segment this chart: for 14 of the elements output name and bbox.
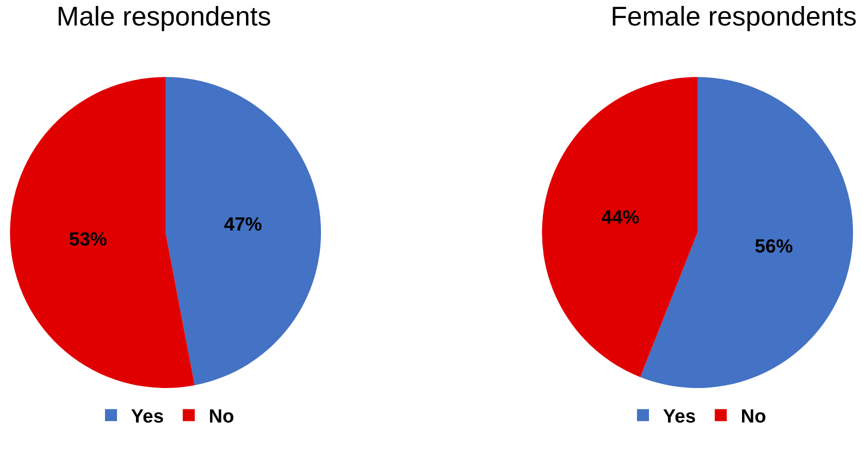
data-label: 47%: [224, 214, 262, 236]
data-label: 44%: [601, 207, 640, 228]
pie-slice: [542, 77, 698, 378]
pie-slice: [640, 77, 853, 388]
data-label: 56%: [754, 236, 793, 258]
pie-slice: [166, 77, 321, 386]
data-label: 53%: [69, 229, 108, 250]
chart-title: Male respondents: [56, 2, 272, 32]
legend-label: Yes: [131, 406, 164, 428]
legend-label: Yes: [663, 406, 696, 428]
legend-label: No: [740, 406, 766, 428]
chart-title: Female respondents: [610, 2, 857, 32]
legend-label: No: [208, 406, 234, 428]
pie-slice: [10, 77, 195, 388]
